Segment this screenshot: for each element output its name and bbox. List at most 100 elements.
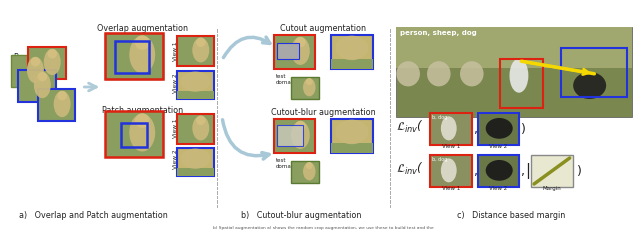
Bar [177, 91, 214, 99]
Bar [38, 89, 76, 121]
Bar [500, 59, 543, 108]
Ellipse shape [441, 116, 457, 140]
Text: View 2: View 2 [341, 35, 360, 40]
Circle shape [196, 115, 205, 125]
Text: b)   Cutout-blur augmentation: b) Cutout-blur augmentation [241, 211, 362, 219]
Ellipse shape [573, 72, 606, 99]
Ellipse shape [180, 72, 211, 92]
Text: b, dog: b, dog [432, 115, 447, 120]
Text: View 1: View 1 [173, 41, 177, 61]
Bar [291, 77, 319, 99]
Ellipse shape [303, 162, 316, 180]
Ellipse shape [291, 37, 310, 65]
Bar [105, 111, 163, 157]
Bar [277, 43, 298, 59]
Bar [331, 143, 372, 153]
Bar [291, 161, 319, 183]
Ellipse shape [396, 61, 420, 86]
Bar [331, 119, 372, 153]
Text: Margin: Margin [543, 186, 561, 191]
Text: domain: domain [276, 164, 296, 169]
Bar [331, 35, 372, 69]
Bar [277, 125, 303, 145]
Bar [28, 47, 65, 79]
Text: test: test [276, 158, 286, 163]
Text: View 2: View 2 [173, 149, 177, 169]
Ellipse shape [509, 59, 529, 93]
Bar [430, 113, 472, 145]
FancyArrowPatch shape [223, 37, 270, 58]
Bar [18, 70, 56, 102]
Ellipse shape [291, 121, 310, 149]
Bar [105, 33, 163, 79]
Bar [561, 48, 627, 97]
Text: View 1: View 1 [284, 35, 303, 40]
Ellipse shape [486, 118, 513, 139]
Bar [396, 27, 632, 67]
Circle shape [58, 91, 67, 100]
Ellipse shape [441, 158, 457, 182]
Bar [121, 123, 147, 147]
Circle shape [306, 162, 313, 169]
Ellipse shape [54, 91, 70, 117]
Text: person, sheep, dog: person, sheep, dog [401, 30, 477, 36]
Bar [177, 36, 214, 66]
Text: ): ) [577, 164, 582, 177]
Bar [477, 155, 519, 187]
Circle shape [31, 57, 40, 67]
Text: ,: , [474, 164, 477, 177]
Circle shape [135, 35, 150, 50]
Ellipse shape [486, 160, 513, 181]
Text: View 1: View 1 [284, 119, 303, 124]
Ellipse shape [303, 78, 316, 96]
Bar [177, 168, 214, 176]
Bar [430, 155, 472, 187]
Circle shape [38, 72, 47, 82]
Text: |: | [525, 163, 531, 179]
Bar [177, 148, 214, 176]
Text: View 1: View 1 [173, 118, 177, 138]
Bar [11, 55, 49, 87]
Text: ): ) [521, 122, 526, 136]
Text: $\mathcal{L}_{inv}$(: $\mathcal{L}_{inv}$( [396, 119, 424, 135]
Bar [177, 114, 214, 144]
Text: View 2: View 2 [489, 144, 508, 149]
Bar [273, 119, 315, 153]
Text: View 2: View 2 [341, 119, 360, 124]
Text: c)   Distance based margin: c) Distance based margin [457, 211, 565, 219]
Bar [531, 155, 573, 187]
Ellipse shape [129, 36, 155, 74]
Bar [396, 27, 632, 117]
Bar [115, 41, 148, 73]
Ellipse shape [193, 116, 209, 140]
Text: Patch augmentation: Patch augmentation [102, 106, 184, 115]
Bar [177, 71, 214, 99]
Circle shape [306, 78, 313, 85]
Bar [273, 35, 315, 69]
Ellipse shape [180, 149, 211, 169]
Text: $\mathcal{L}_{inv}$(: $\mathcal{L}_{inv}$( [396, 161, 424, 177]
Text: View 2: View 2 [173, 73, 177, 93]
Bar [331, 59, 372, 69]
Text: Cutout-blur augmentation: Cutout-blur augmentation [271, 108, 376, 117]
Text: ,: , [521, 164, 525, 177]
Text: View 1: View 1 [442, 144, 460, 149]
Bar [477, 113, 519, 145]
Text: test: test [276, 74, 286, 79]
Text: View 2: View 2 [489, 186, 508, 191]
Ellipse shape [44, 49, 61, 75]
Ellipse shape [27, 57, 44, 83]
Text: Overlap augmentation: Overlap augmentation [97, 24, 188, 33]
Text: View 1: View 1 [442, 186, 460, 191]
Ellipse shape [335, 120, 369, 144]
Text: a)   Overlap and Patch augmentation: a) Overlap and Patch augmentation [19, 211, 168, 219]
Ellipse shape [129, 114, 155, 152]
Circle shape [295, 121, 306, 131]
Text: b, dog: b, dog [432, 157, 447, 162]
Text: b) Spatial augmentation a) shows the random crop augmentation, we use these to b: b) Spatial augmentation a) shows the ran… [212, 226, 433, 230]
Text: domain: domain [276, 80, 296, 85]
Text: Random Crop: Random Crop [14, 52, 66, 62]
Ellipse shape [193, 38, 209, 63]
FancyArrowPatch shape [223, 120, 269, 159]
Text: ,: , [474, 122, 477, 136]
